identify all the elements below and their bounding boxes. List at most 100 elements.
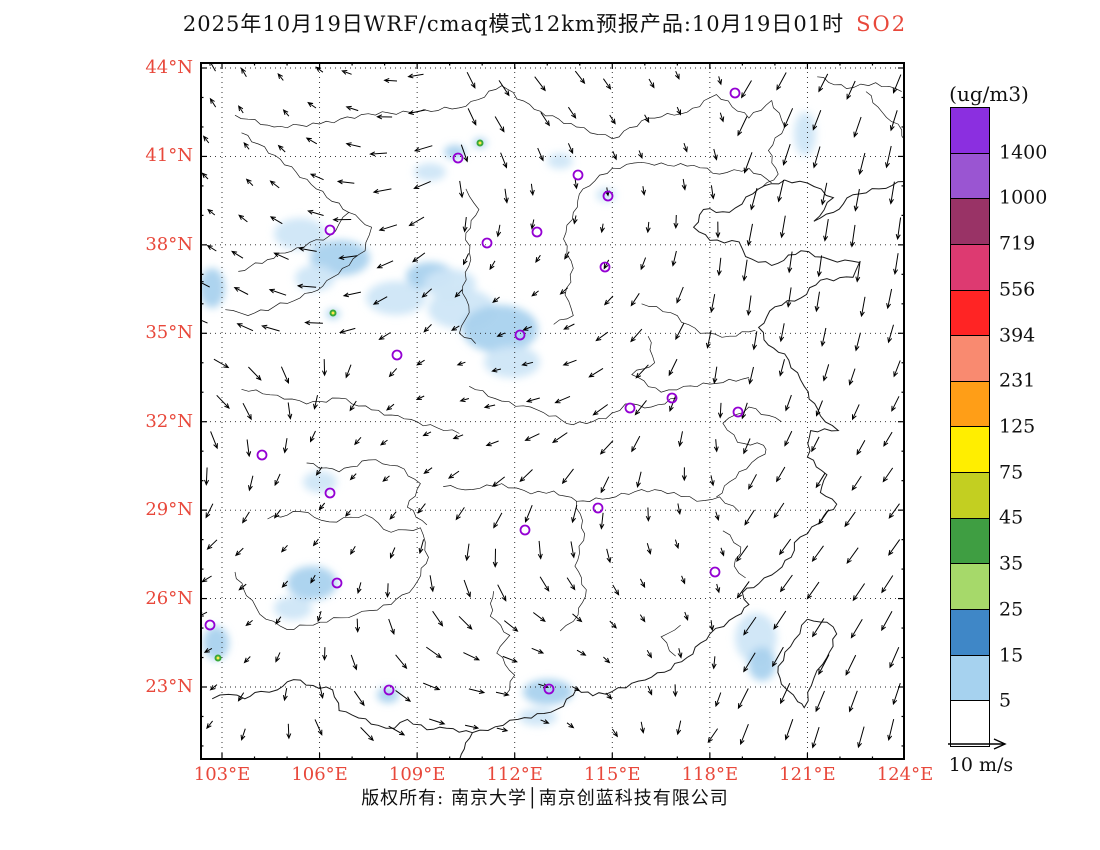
colorbar-tick-label: 125 xyxy=(999,415,1036,438)
station-marker xyxy=(383,684,395,696)
province-border xyxy=(817,76,902,92)
page-title: 2025年10月19日WRF/cmaq模式12km预报产品:10月19日01时 S… xyxy=(0,8,1090,38)
station-marker xyxy=(599,261,611,273)
station-marker xyxy=(543,683,555,695)
colorbar-tick-label: 231 xyxy=(999,369,1036,392)
colorbar-cell xyxy=(951,381,989,428)
province-border xyxy=(582,161,772,190)
station-marker xyxy=(391,349,403,361)
lat-label: 38°N xyxy=(145,233,193,255)
colorbar-cell xyxy=(951,336,989,382)
colorbar-tick-label: 719 xyxy=(999,232,1036,255)
colorbar-cell xyxy=(951,655,989,702)
station-marker xyxy=(709,566,721,578)
province-border xyxy=(660,624,681,657)
colorbar-cell xyxy=(951,290,989,337)
province-border xyxy=(553,188,584,325)
colorbar-cell xyxy=(951,427,989,474)
colorbar-tick-label: 394 xyxy=(999,324,1036,347)
colorbar-cell xyxy=(951,473,989,519)
province-border xyxy=(865,91,905,148)
colorbar-cell xyxy=(951,701,989,746)
colorbar-tick-label: 45 xyxy=(999,506,1024,529)
map-frame xyxy=(200,62,905,760)
lon-label: 118°E xyxy=(681,764,739,785)
so2-patch xyxy=(414,163,446,181)
so2-patch xyxy=(484,346,540,378)
so2-patch xyxy=(274,596,312,620)
tick-marks xyxy=(200,62,905,760)
so2-patch xyxy=(287,566,337,600)
lat-label: 29°N xyxy=(145,499,193,521)
colorbar-tick-label: 1000 xyxy=(999,186,1048,209)
station-layer xyxy=(204,87,744,696)
province-border xyxy=(443,483,740,512)
station-marker xyxy=(324,487,336,499)
colorbar-units: (ug/m3) xyxy=(949,82,1029,106)
station-marker xyxy=(624,402,636,414)
map-background xyxy=(200,62,905,760)
province-border xyxy=(238,132,350,272)
station-marker xyxy=(331,577,343,589)
so2-patch xyxy=(748,647,776,681)
province-border xyxy=(641,303,756,338)
lat-label: 32°N xyxy=(145,410,193,432)
so2-patch xyxy=(366,281,426,315)
wind-reference-arrow xyxy=(948,738,1007,750)
lon-label: 112°E xyxy=(486,764,543,785)
station-marker xyxy=(666,392,678,404)
station-marker xyxy=(514,329,526,341)
hotspot-core xyxy=(478,141,482,145)
so2-patch xyxy=(444,145,466,159)
station-marker xyxy=(452,152,464,164)
so2-patch xyxy=(203,626,229,660)
station-marker xyxy=(729,87,741,99)
coastline xyxy=(211,679,473,734)
station-marker xyxy=(256,449,268,461)
lon-label: 103°E xyxy=(193,764,251,785)
coastline xyxy=(458,179,905,760)
lat-label: 44°N xyxy=(145,57,193,78)
province-border xyxy=(761,100,786,188)
lon-label: 109°E xyxy=(388,764,446,785)
station-marker xyxy=(732,406,744,418)
wind-reference-label: 10 m/s xyxy=(948,754,1014,776)
province-border xyxy=(234,85,772,140)
colorbar-cell xyxy=(951,564,989,611)
station-marker xyxy=(592,502,604,514)
lon-label: 121°E xyxy=(779,764,836,785)
colorbar-tick-label: 1400 xyxy=(999,141,1048,164)
so2-patch xyxy=(547,153,573,169)
colorbar-cell xyxy=(951,153,989,200)
colorbar xyxy=(950,107,990,747)
colorbar-cell xyxy=(951,518,989,565)
station-marker xyxy=(572,169,584,181)
colorbar-cell xyxy=(951,244,989,291)
coastline xyxy=(777,618,838,709)
province-border xyxy=(631,336,749,393)
lat-label: 41°N xyxy=(145,145,193,167)
title-main: 2025年10月19日WRF/cmaq模式12km预报产品:10月19日01时 xyxy=(182,12,845,36)
province-border xyxy=(459,188,480,344)
colorbar-tick-label: 35 xyxy=(999,552,1024,575)
so2-patch xyxy=(794,112,816,156)
so2-patch xyxy=(462,305,538,353)
so2-patch xyxy=(519,708,557,726)
lat-label: 35°N xyxy=(145,322,193,344)
province-border xyxy=(241,388,460,434)
station-marker xyxy=(481,237,493,249)
station-marker xyxy=(602,190,614,202)
copyright-text: 版权所有: 南京大学│南京创蓝科技有限公司 xyxy=(361,788,729,809)
hotspot-core xyxy=(216,656,220,660)
so2-patch xyxy=(274,218,326,250)
colorbar-tick-label: 25 xyxy=(999,598,1024,621)
lon-label: 124°E xyxy=(876,764,934,785)
title-species: SO2 xyxy=(856,12,908,36)
station-marker xyxy=(519,524,531,536)
wind-arrow-layer xyxy=(200,62,902,749)
province-border xyxy=(489,591,516,697)
boundary-layer xyxy=(211,76,905,760)
province-border xyxy=(559,501,587,632)
so2-patch xyxy=(295,265,335,291)
colorbar-tick-label: 556 xyxy=(999,278,1036,301)
